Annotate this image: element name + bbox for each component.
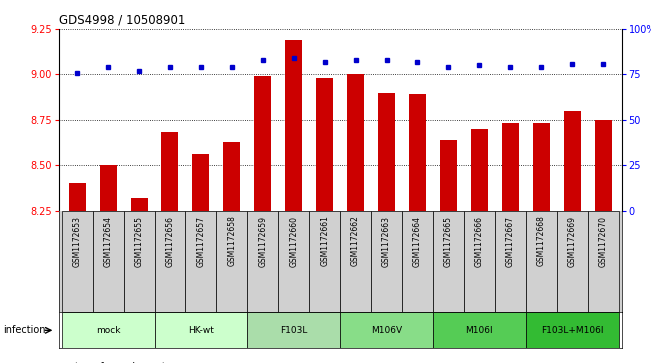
Bar bbox=[409, 94, 426, 211]
Bar bbox=[161, 132, 178, 211]
Bar bbox=[68, 183, 86, 211]
Text: F103L: F103L bbox=[280, 326, 307, 335]
Text: F103L+M106I: F103L+M106I bbox=[541, 326, 603, 335]
Bar bbox=[557, 211, 588, 312]
Bar bbox=[533, 123, 549, 211]
Bar bbox=[526, 211, 557, 312]
Text: GSM1172658: GSM1172658 bbox=[227, 216, 236, 266]
Text: GSM1172661: GSM1172661 bbox=[320, 216, 329, 266]
Bar bbox=[564, 111, 581, 211]
Text: GSM1172656: GSM1172656 bbox=[165, 216, 174, 266]
Bar bbox=[186, 211, 216, 312]
Text: GSM1172666: GSM1172666 bbox=[475, 216, 484, 266]
Text: GSM1172669: GSM1172669 bbox=[568, 216, 577, 266]
Bar bbox=[247, 211, 278, 312]
Text: infection: infection bbox=[3, 325, 46, 335]
Text: GSM1172667: GSM1172667 bbox=[506, 216, 515, 266]
Bar bbox=[440, 140, 457, 211]
Text: GSM1172654: GSM1172654 bbox=[104, 216, 113, 266]
Bar bbox=[223, 142, 240, 211]
Bar bbox=[193, 154, 210, 211]
Bar bbox=[131, 198, 148, 211]
Text: transformed count: transformed count bbox=[75, 362, 165, 363]
Bar bbox=[154, 312, 247, 348]
Text: GDS4998 / 10508901: GDS4998 / 10508901 bbox=[59, 13, 185, 26]
Bar bbox=[588, 211, 618, 312]
Bar bbox=[378, 93, 395, 211]
Bar bbox=[100, 165, 117, 211]
Bar bbox=[594, 120, 612, 211]
Text: GSM1172665: GSM1172665 bbox=[444, 216, 453, 266]
Bar bbox=[92, 211, 124, 312]
Bar bbox=[62, 211, 92, 312]
Bar bbox=[433, 312, 526, 348]
Text: GSM1172653: GSM1172653 bbox=[73, 216, 81, 266]
Text: GSM1172662: GSM1172662 bbox=[351, 216, 360, 266]
Bar bbox=[247, 312, 340, 348]
Bar bbox=[278, 211, 309, 312]
Bar bbox=[285, 40, 302, 211]
Bar bbox=[124, 211, 154, 312]
Bar bbox=[340, 211, 371, 312]
Text: GSM1172659: GSM1172659 bbox=[258, 216, 268, 266]
Text: GSM1172663: GSM1172663 bbox=[382, 216, 391, 266]
Bar bbox=[347, 74, 364, 211]
Bar bbox=[340, 312, 433, 348]
Bar bbox=[526, 312, 618, 348]
Bar bbox=[402, 211, 433, 312]
Text: HK-wt: HK-wt bbox=[188, 326, 214, 335]
Text: mock: mock bbox=[96, 326, 120, 335]
Bar bbox=[309, 211, 340, 312]
Bar bbox=[255, 76, 271, 211]
Bar bbox=[502, 123, 519, 211]
Bar bbox=[62, 312, 154, 348]
Text: GSM1172664: GSM1172664 bbox=[413, 216, 422, 266]
Bar bbox=[371, 211, 402, 312]
Bar bbox=[216, 211, 247, 312]
Bar bbox=[464, 211, 495, 312]
Text: GSM1172670: GSM1172670 bbox=[599, 216, 607, 266]
Bar bbox=[433, 211, 464, 312]
Bar bbox=[495, 211, 526, 312]
Text: M106V: M106V bbox=[371, 326, 402, 335]
Text: GSM1172655: GSM1172655 bbox=[135, 216, 143, 266]
Bar bbox=[154, 211, 186, 312]
Text: GSM1172657: GSM1172657 bbox=[197, 216, 206, 266]
Text: ■: ■ bbox=[59, 362, 68, 363]
Bar bbox=[471, 129, 488, 211]
Text: M106I: M106I bbox=[465, 326, 493, 335]
Text: GSM1172668: GSM1172668 bbox=[537, 216, 546, 266]
Text: GSM1172660: GSM1172660 bbox=[289, 216, 298, 266]
Bar bbox=[316, 78, 333, 211]
